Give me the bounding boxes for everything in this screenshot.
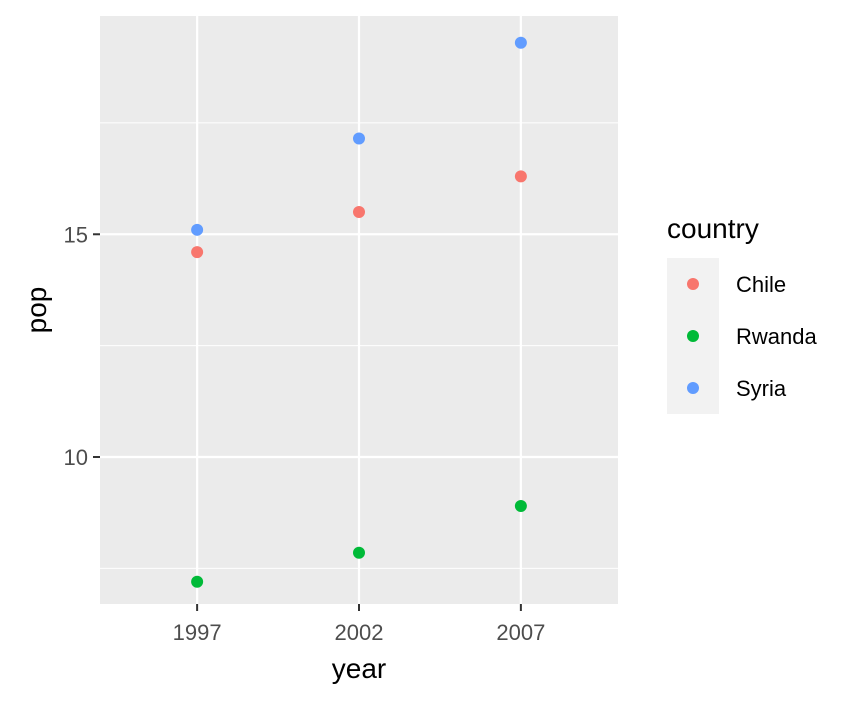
- axis-ticks: [93, 233, 522, 611]
- legend-key-syria: [687, 382, 699, 394]
- x-tick-label: 2007: [496, 620, 545, 645]
- data-point-syria: [514, 36, 527, 49]
- y-tick-label: 10: [64, 445, 88, 470]
- data-point-rwanda: [353, 546, 365, 559]
- legend-key-rwanda: [687, 330, 699, 342]
- legend-key-chile: [687, 278, 699, 290]
- data-points: [191, 36, 527, 588]
- data-point-chile: [191, 246, 204, 259]
- data-point-chile: [514, 170, 527, 183]
- y-tick-label: 15: [64, 222, 88, 247]
- x-tick-label: 1997: [173, 620, 222, 645]
- data-point-rwanda: [514, 500, 527, 512]
- legend-label-rwanda: Rwanda: [736, 324, 817, 349]
- legend-items: Chile Rwanda Syria: [687, 272, 817, 401]
- legend-title: country: [667, 213, 759, 244]
- data-point-syria: [191, 223, 204, 236]
- tick-labels: 10 15 1997 2002 2007: [64, 222, 546, 645]
- data-point-syria: [353, 132, 365, 145]
- legend: country Chile Rwanda Syria: [667, 213, 817, 414]
- x-tick-label: 2002: [335, 620, 384, 645]
- data-point-rwanda: [191, 575, 204, 588]
- x-axis-title: year: [332, 653, 386, 684]
- y-axis-title: pop: [21, 287, 52, 334]
- legend-label-chile: Chile: [736, 272, 786, 297]
- data-point-chile: [353, 206, 365, 218]
- legend-label-syria: Syria: [736, 376, 787, 401]
